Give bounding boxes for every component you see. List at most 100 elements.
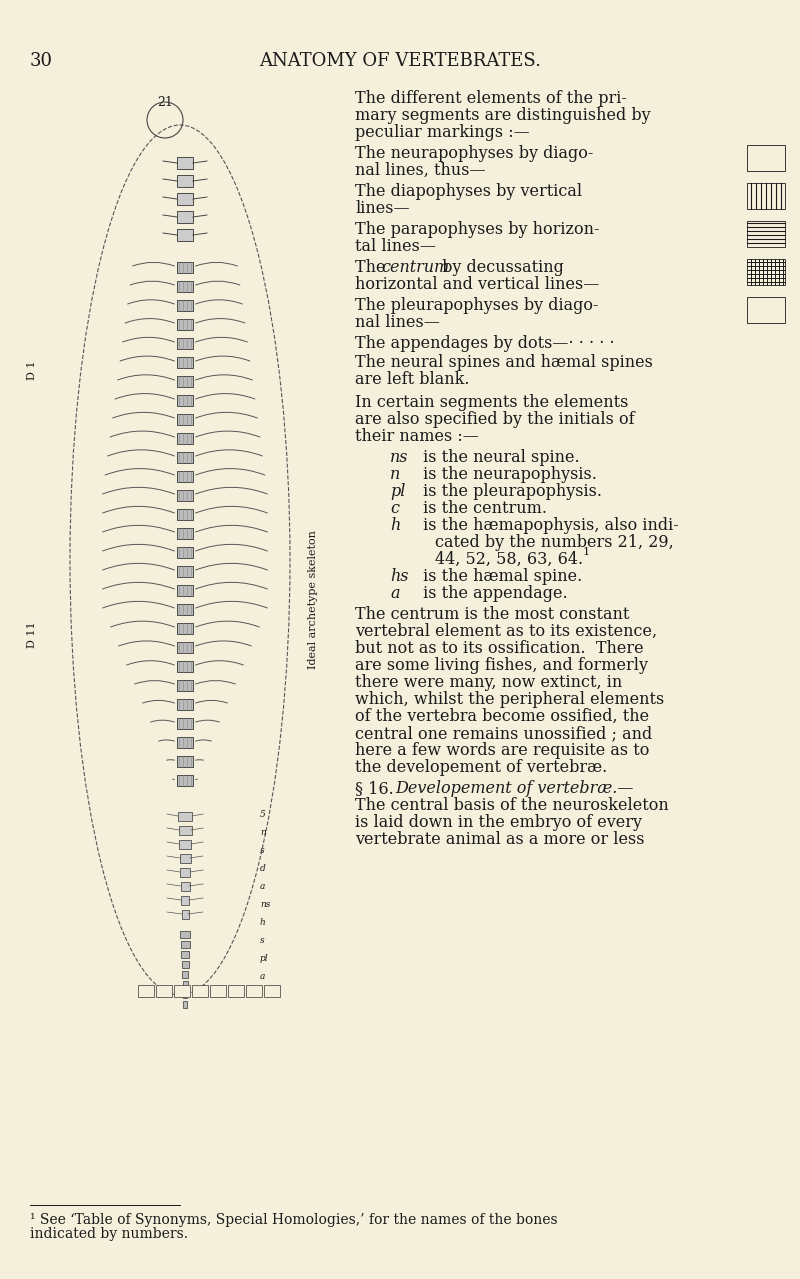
Bar <box>177 547 193 558</box>
Text: central one remains unossified ; and: central one remains unossified ; and <box>355 725 652 742</box>
Bar <box>177 395 193 405</box>
Bar <box>177 661 193 671</box>
Text: The centrum is the most constant: The centrum is the most constant <box>355 606 630 623</box>
Text: is the centrum.: is the centrum. <box>418 500 547 517</box>
Text: their names :—: their names :— <box>355 428 479 445</box>
Text: there were many, now extinct, in: there were many, now extinct, in <box>355 674 622 691</box>
Text: of the vertebra become ossified, the: of the vertebra become ossified, the <box>355 709 649 725</box>
Bar <box>177 490 193 501</box>
Text: The central basis of the neuroskeleton: The central basis of the neuroskeleton <box>355 797 669 813</box>
Text: s: s <box>260 845 265 854</box>
Text: h: h <box>260 918 266 927</box>
Text: by decussating: by decussating <box>437 260 564 276</box>
Text: Ideal archetype skeleton: Ideal archetype skeleton <box>308 531 318 669</box>
Bar <box>177 718 193 729</box>
Text: vertebrate animal as a more or less: vertebrate animal as a more or less <box>355 831 645 848</box>
Text: ¹ See ‘Table of Synonyms, Special Homologies,’ for the names of the bones: ¹ See ‘Table of Synonyms, Special Homolo… <box>30 1212 558 1227</box>
Bar <box>177 281 193 292</box>
Text: s: s <box>260 936 265 945</box>
Text: peculiar markings :—: peculiar markings :— <box>355 124 530 141</box>
Text: is the neurapophysis.: is the neurapophysis. <box>418 466 597 483</box>
Bar <box>210 985 226 998</box>
Text: are left blank.: are left blank. <box>355 371 470 388</box>
Text: The appendages by dots—· · · · ·: The appendages by dots—· · · · · <box>355 335 614 352</box>
Bar <box>177 338 193 349</box>
Bar <box>174 985 190 998</box>
Text: ns: ns <box>390 449 409 466</box>
Bar <box>177 585 193 596</box>
Bar <box>177 301 193 311</box>
Text: The diapophyses by vertical: The diapophyses by vertical <box>355 183 582 200</box>
Text: pl: pl <box>260 954 269 963</box>
Bar <box>156 985 172 998</box>
Text: The pleurapophyses by diago-: The pleurapophyses by diago- <box>355 297 598 315</box>
Text: 44, 52, 58, 63, 64.: 44, 52, 58, 63, 64. <box>435 551 583 568</box>
Text: which, whilst the peripheral elements: which, whilst the peripheral elements <box>355 691 664 709</box>
Bar <box>177 318 193 330</box>
Bar <box>181 897 189 906</box>
Bar <box>177 623 193 634</box>
Text: nal lines—: nal lines— <box>355 315 440 331</box>
Text: ANATOMY OF VERTEBRATES.: ANATOMY OF VERTEBRATES. <box>259 52 541 70</box>
Text: ns: ns <box>260 900 270 909</box>
Bar <box>747 221 785 247</box>
Bar <box>228 985 244 998</box>
Text: but not as to its ossification.  There: but not as to its ossification. There <box>355 640 644 657</box>
Text: is the neural spine.: is the neural spine. <box>418 449 580 466</box>
Text: a: a <box>260 883 266 891</box>
Text: is laid down in the embryo of every: is laid down in the embryo of every <box>355 813 642 831</box>
Bar <box>177 414 193 425</box>
Bar <box>747 183 785 208</box>
Text: 21: 21 <box>157 96 173 109</box>
Bar <box>177 434 193 444</box>
Text: nal lines, thus—: nal lines, thus— <box>355 162 486 179</box>
Bar <box>177 175 193 187</box>
Bar <box>179 840 191 849</box>
Bar <box>177 451 193 463</box>
Text: is the hæmapophysis, also indi-: is the hæmapophysis, also indi- <box>418 517 678 535</box>
Bar <box>181 952 189 958</box>
Text: mary segments are distinguished by: mary segments are distinguished by <box>355 107 650 124</box>
Text: horizontal and vertical lines—: horizontal and vertical lines— <box>355 276 599 293</box>
Bar <box>192 985 208 998</box>
Bar <box>183 981 188 987</box>
Text: is the appendage.: is the appendage. <box>418 585 568 602</box>
Bar <box>183 1001 187 1008</box>
Bar <box>178 812 192 821</box>
Bar <box>177 376 193 388</box>
Text: is the hæmal spine.: is the hæmal spine. <box>418 568 582 585</box>
Text: cated by the numbers 21, 29,: cated by the numbers 21, 29, <box>435 535 674 551</box>
Text: centrum: centrum <box>381 260 449 276</box>
Bar <box>177 193 193 205</box>
Text: The neural spines and hæmal spines: The neural spines and hæmal spines <box>355 354 653 371</box>
Bar <box>177 756 193 767</box>
Text: D 11: D 11 <box>27 622 37 648</box>
Bar <box>183 991 187 998</box>
Bar <box>177 262 193 272</box>
Text: 1: 1 <box>583 547 590 556</box>
Bar <box>180 854 191 863</box>
Bar <box>181 941 190 948</box>
Text: D 1: D 1 <box>27 361 37 380</box>
Bar <box>177 737 193 748</box>
Text: 30: 30 <box>30 52 53 70</box>
Text: the developement of vertebræ.: the developement of vertebræ. <box>355 758 607 776</box>
Text: vertebral element as to its existence,: vertebral element as to its existence, <box>355 623 657 640</box>
Bar <box>264 985 280 998</box>
Bar <box>182 971 188 978</box>
Bar <box>177 211 193 223</box>
Bar <box>177 775 193 787</box>
Text: indicated by numbers.: indicated by numbers. <box>30 1227 188 1241</box>
Bar <box>182 909 189 920</box>
Text: pl: pl <box>390 483 406 500</box>
Bar <box>180 931 190 938</box>
Bar <box>180 868 190 877</box>
Text: c: c <box>390 500 399 517</box>
Bar <box>177 509 193 521</box>
Bar <box>177 528 193 538</box>
Text: a: a <box>390 585 399 602</box>
Text: is the pleurapophysis.: is the pleurapophysis. <box>418 483 602 500</box>
Text: hs: hs <box>390 568 409 585</box>
Bar <box>177 604 193 615</box>
Bar <box>182 961 189 968</box>
